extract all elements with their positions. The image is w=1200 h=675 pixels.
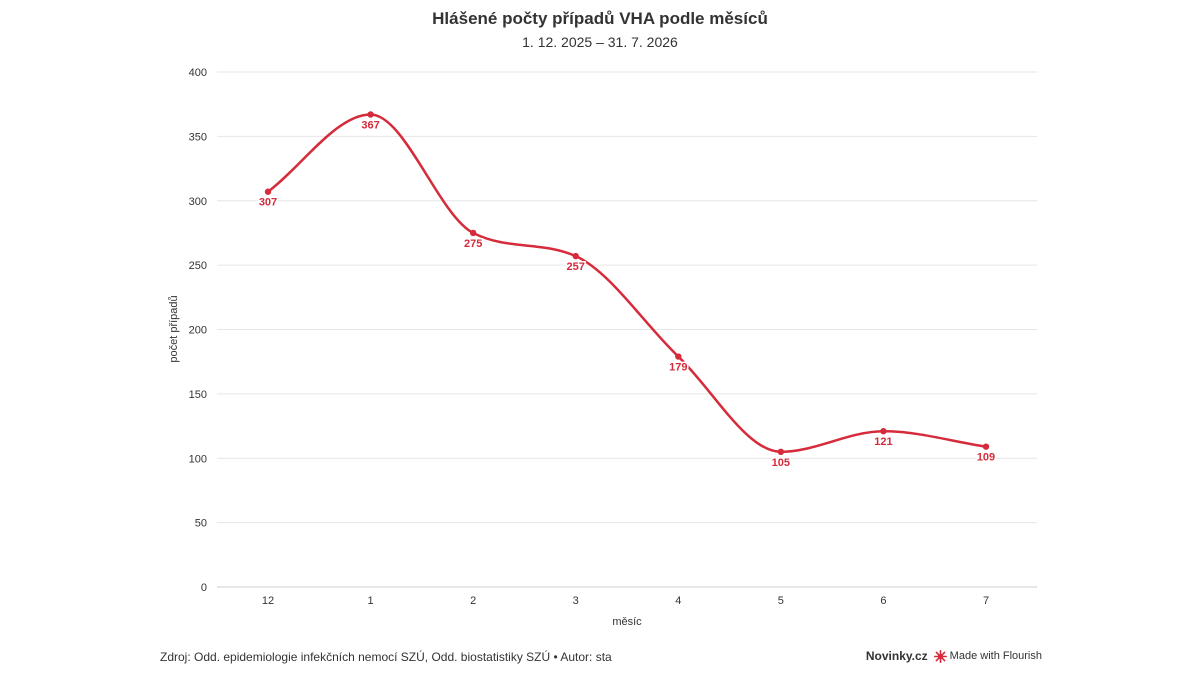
data-label: 367 bbox=[361, 119, 379, 131]
y-tick-label: 200 bbox=[189, 325, 207, 337]
data-point[interactable] bbox=[572, 252, 579, 260]
y-tick-label: 350 bbox=[189, 131, 207, 143]
data-label: 179 bbox=[669, 362, 687, 374]
x-tick-label: 6 bbox=[880, 595, 886, 607]
data-point[interactable] bbox=[264, 188, 272, 195]
data-point[interactable] bbox=[880, 428, 887, 435]
x-tick-label: 4 bbox=[675, 595, 681, 607]
brand-logo[interactable]: Novinky.cz bbox=[865, 649, 928, 663]
y-tick-label: 0 bbox=[201, 582, 207, 594]
y-tick-label: 150 bbox=[189, 389, 207, 401]
flourish-icon bbox=[933, 649, 947, 663]
x-axis-title: měsíc bbox=[612, 616, 642, 628]
data-label: 121 bbox=[874, 436, 892, 448]
chart-title: Hlášené počty případů VHA podle měsíců bbox=[432, 9, 768, 28]
x-tick-label: 3 bbox=[573, 595, 579, 607]
flourish-credit[interactable]: Made with Flourish bbox=[933, 649, 1042, 663]
series-group: 307 367 275 257 179 105 121 109 bbox=[257, 111, 997, 470]
data-label: 109 bbox=[977, 452, 995, 464]
grid-lines bbox=[217, 71, 1037, 588]
data-point[interactable] bbox=[777, 448, 785, 456]
series-line bbox=[267, 113, 987, 454]
y-axis-ticks: 0 50 100 150 200 250 300 350 400 bbox=[189, 67, 207, 594]
data-point[interactable] bbox=[367, 111, 374, 118]
data-label: 257 bbox=[567, 261, 585, 273]
y-axis-title: počet případů bbox=[168, 295, 180, 362]
footer-branding: Novinky.cz Made with Flourish bbox=[866, 649, 1042, 663]
y-tick-label: 300 bbox=[189, 196, 207, 208]
x-tick-label: 7 bbox=[983, 595, 989, 607]
x-tick-label: 5 bbox=[778, 595, 784, 607]
y-tick-label: 400 bbox=[189, 67, 207, 79]
chart-subtitle: 1. 12. 2025 – 31. 7. 2026 bbox=[522, 34, 678, 50]
x-tick-label: 12 bbox=[262, 595, 274, 607]
x-axis-ticks: 12 1 2 3 4 5 6 7 bbox=[262, 595, 989, 607]
x-tick-label: 2 bbox=[470, 595, 476, 607]
data-label: 307 bbox=[259, 197, 277, 209]
y-tick-label: 50 bbox=[195, 518, 207, 530]
y-tick-label: 100 bbox=[189, 453, 207, 465]
y-tick-label: 250 bbox=[189, 260, 207, 272]
data-label: 105 bbox=[772, 457, 790, 469]
data-label: 275 bbox=[464, 238, 482, 250]
data-point[interactable] bbox=[982, 443, 990, 450]
data-point[interactable] bbox=[675, 353, 682, 360]
data-point[interactable] bbox=[469, 229, 477, 237]
source-note: Zdroj: Odd. epidemiologie infekčních nem… bbox=[160, 650, 612, 664]
x-tick-label: 1 bbox=[368, 595, 374, 607]
flourish-label: Made with Flourish bbox=[949, 650, 1042, 662]
